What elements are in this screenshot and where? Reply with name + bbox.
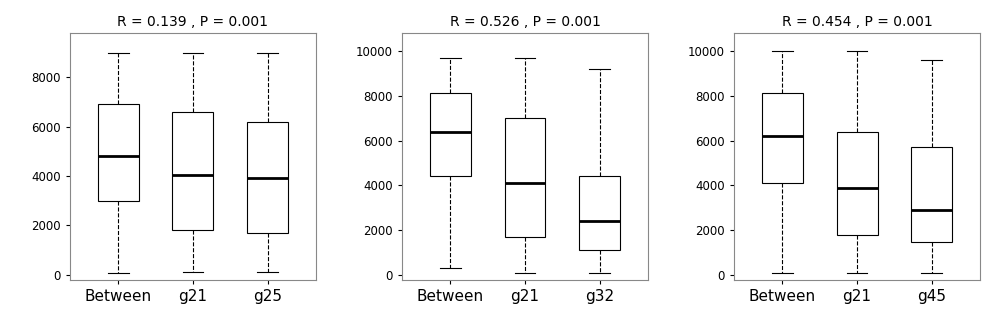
PathPatch shape xyxy=(247,122,288,233)
PathPatch shape xyxy=(579,176,620,250)
PathPatch shape xyxy=(911,147,952,241)
Title: R = 0.454 , P = 0.001: R = 0.454 , P = 0.001 xyxy=(782,15,932,29)
PathPatch shape xyxy=(837,132,878,235)
Title: R = 0.139 , P = 0.001: R = 0.139 , P = 0.001 xyxy=(117,15,268,29)
PathPatch shape xyxy=(505,118,545,237)
PathPatch shape xyxy=(172,112,213,230)
Title: R = 0.526 , P = 0.001: R = 0.526 , P = 0.001 xyxy=(450,15,600,29)
PathPatch shape xyxy=(98,104,139,201)
PathPatch shape xyxy=(762,93,803,183)
PathPatch shape xyxy=(430,93,471,176)
